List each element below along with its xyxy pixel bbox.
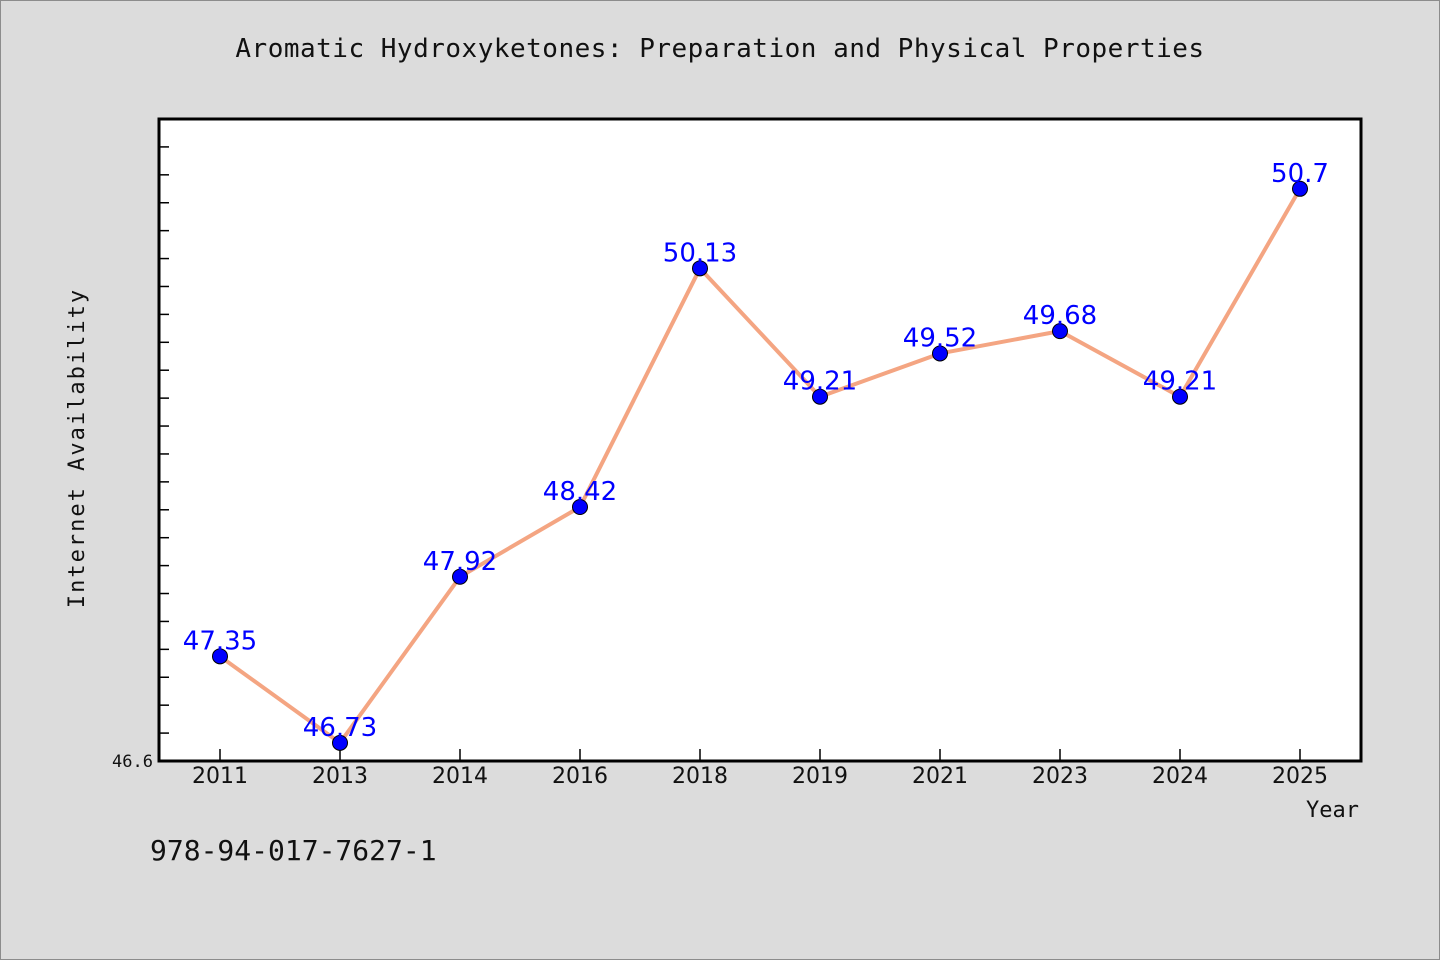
chart-title: Aromatic Hydroxyketones: Preparation and… xyxy=(235,34,1205,64)
x-tick-label: 2016 xyxy=(552,764,608,789)
x-tick-label: 2013 xyxy=(312,764,368,789)
y-axis-tick-labels: 46.6 xyxy=(112,752,153,772)
data-label: 47.35 xyxy=(183,626,257,656)
data-point xyxy=(932,345,948,362)
x-tick-label: 2024 xyxy=(1152,764,1208,789)
data-labels: 47.35 46.73 47.92 48.42 50.13 49.21 49.52 49.68… xyxy=(183,159,1329,743)
x-tick-label: 2018 xyxy=(672,764,728,789)
data-point xyxy=(692,260,708,277)
data-label: 46.73 xyxy=(303,713,377,743)
x-tick-label: 2021 xyxy=(912,764,968,789)
data-point xyxy=(1292,180,1308,197)
data-point xyxy=(812,388,828,405)
data-point xyxy=(332,734,348,751)
y-axis-label: Internet Availability xyxy=(65,288,90,608)
data-point xyxy=(452,568,468,585)
x-tick-label: 2019 xyxy=(792,764,848,789)
data-point xyxy=(572,498,588,515)
data-point xyxy=(212,648,228,665)
data-point xyxy=(1172,388,1188,405)
data-label: 49.52 xyxy=(903,323,977,353)
data-label: 49.21 xyxy=(783,367,857,397)
data-label: 50.13 xyxy=(663,238,737,268)
data-label: 50.7 xyxy=(1271,159,1329,189)
x-axis-tick-labels: 2011 2013 2014 2016 2018 2019 2021 2023 2024 2025 xyxy=(192,764,1328,789)
data-point xyxy=(1052,323,1068,340)
data-label: 49.21 xyxy=(1143,367,1217,397)
x-tick-label: 2025 xyxy=(1272,764,1328,789)
data-label: 48.42 xyxy=(543,477,617,507)
data-label: 47.92 xyxy=(423,547,497,577)
data-label: 49.68 xyxy=(1023,301,1097,331)
y-axis-minor-ticks xyxy=(159,146,169,734)
series-line xyxy=(218,186,1302,745)
y-tick-label: 46.6 xyxy=(112,752,153,772)
plot-area xyxy=(157,117,1363,763)
x-tick-label: 2011 xyxy=(192,764,248,789)
x-axis-label: Year xyxy=(1306,798,1359,823)
x-tick-label: 2014 xyxy=(432,764,488,789)
isbn-text: 978-94-017-7627-1 xyxy=(150,834,437,867)
x-axis-ticks xyxy=(219,749,1301,761)
data-markers xyxy=(212,180,1308,751)
x-tick-label: 2023 xyxy=(1032,764,1088,789)
